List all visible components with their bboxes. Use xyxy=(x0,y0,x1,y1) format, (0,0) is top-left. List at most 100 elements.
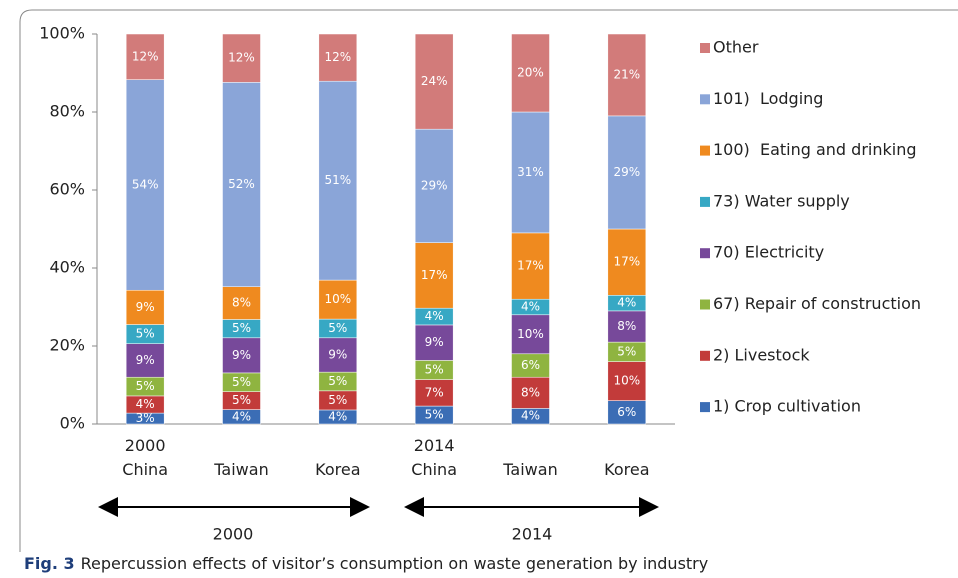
value-label: 4% xyxy=(232,409,251,423)
bar-segment xyxy=(511,314,550,355)
value-label: 7% xyxy=(425,385,444,399)
x-tick-label: Korea xyxy=(315,460,361,479)
group-label: 2000 xyxy=(213,525,254,544)
bar-segment xyxy=(318,80,358,281)
legend-label: 1) Crop cultivation xyxy=(713,397,861,416)
legend-label: 101) Lodging xyxy=(713,89,823,108)
value-label: 8% xyxy=(617,319,636,333)
bar-segment xyxy=(511,232,550,300)
value-label: 52% xyxy=(228,177,255,191)
bar-segment xyxy=(125,33,165,80)
caption-text: Repercussion effects of visitor’s consum… xyxy=(80,554,709,573)
legend-swatch xyxy=(700,94,710,105)
bar-segment xyxy=(414,33,454,130)
value-label: 6% xyxy=(521,358,540,372)
value-label: 5% xyxy=(328,393,347,407)
value-label: 24% xyxy=(421,74,448,88)
value-label: 5% xyxy=(232,375,251,389)
value-label: 8% xyxy=(232,296,251,310)
value-label: 17% xyxy=(517,259,544,273)
x-tick-label: 2014 China xyxy=(411,436,457,479)
bar-segment xyxy=(125,289,165,325)
bar-segment xyxy=(607,361,647,401)
value-label: 12% xyxy=(324,50,351,64)
value-label: 5% xyxy=(328,374,347,388)
value-label: 10% xyxy=(613,374,640,388)
y-tick-label: 60% xyxy=(49,180,85,199)
value-label: 5% xyxy=(425,408,444,422)
x-tick-label: Taiwan xyxy=(214,460,269,479)
y-tick-label: 80% xyxy=(49,102,85,121)
y-tick-label: 40% xyxy=(49,258,85,277)
bar-segment xyxy=(318,33,358,82)
value-label: 10% xyxy=(324,292,351,306)
value-label: 29% xyxy=(421,178,448,192)
value-label: 4% xyxy=(521,300,540,314)
legend-swatch xyxy=(700,299,710,310)
value-label: 4% xyxy=(425,309,444,323)
bar-segment xyxy=(414,128,454,243)
bar-segment xyxy=(222,33,261,83)
value-label: 9% xyxy=(328,347,347,361)
value-label: 21% xyxy=(613,67,640,81)
value-label: 31% xyxy=(517,165,544,179)
value-label: 9% xyxy=(232,348,251,362)
y-tick-label: 0% xyxy=(60,414,85,433)
y-tick-label: 20% xyxy=(49,336,85,355)
value-label: 9% xyxy=(136,353,155,367)
bar-segment xyxy=(511,376,550,409)
bar-segment xyxy=(414,242,454,309)
bar-segment xyxy=(607,310,647,343)
value-label: 9% xyxy=(425,335,444,349)
legend-label: 70) Electricity xyxy=(713,243,824,262)
value-label: 12% xyxy=(228,51,255,65)
bar-segment xyxy=(222,82,261,287)
legend-label: 73) Water supply xyxy=(713,191,850,210)
caption: Fig. 3 Repercussion effects of visitor’s … xyxy=(24,554,708,573)
bar-segment xyxy=(222,337,261,374)
bar-segment xyxy=(607,33,647,117)
value-label: 20% xyxy=(517,66,544,80)
legend-label: Other xyxy=(713,38,759,57)
value-label: 5% xyxy=(617,344,636,358)
bar-segment xyxy=(125,79,165,291)
legend-swatch xyxy=(700,248,710,259)
bar-segment xyxy=(222,286,261,320)
value-label: 5% xyxy=(136,327,155,341)
value-label: 4% xyxy=(617,296,636,310)
legend-swatch xyxy=(700,43,710,53)
legend-label: 2) Livestock xyxy=(713,345,810,364)
x-tick-label: Korea xyxy=(604,460,650,479)
value-label: 4% xyxy=(328,409,347,423)
legend-swatch xyxy=(700,196,710,207)
value-label: 17% xyxy=(421,268,448,282)
value-label: 29% xyxy=(613,165,640,179)
value-label: 5% xyxy=(232,321,251,335)
caption-label: Fig. 3 xyxy=(24,554,75,573)
value-label: 4% xyxy=(521,409,540,423)
legend-swatch xyxy=(700,402,710,413)
x-tick-label: Taiwan xyxy=(503,460,558,479)
value-label: 8% xyxy=(521,385,540,399)
value-label: 5% xyxy=(136,379,155,393)
bar-segment xyxy=(125,343,165,378)
value-label: 3% xyxy=(136,411,155,425)
legend-swatch xyxy=(700,145,710,156)
value-label: 51% xyxy=(324,173,351,187)
value-label: 6% xyxy=(617,405,636,419)
value-label: 12% xyxy=(132,49,159,63)
value-label: 17% xyxy=(613,255,640,269)
value-label: 5% xyxy=(232,393,251,407)
value-label: 54% xyxy=(132,177,159,191)
bar-segment xyxy=(318,279,358,320)
value-label: 9% xyxy=(136,300,155,314)
legend-label: 67) Repair of construction xyxy=(713,294,921,313)
value-label: 5% xyxy=(328,321,347,335)
value-label: 5% xyxy=(425,362,444,376)
frame xyxy=(19,9,958,552)
legend-label: 100) Eating and drinking xyxy=(713,140,916,159)
bar-segment xyxy=(511,33,550,113)
bar-segment xyxy=(414,379,454,407)
